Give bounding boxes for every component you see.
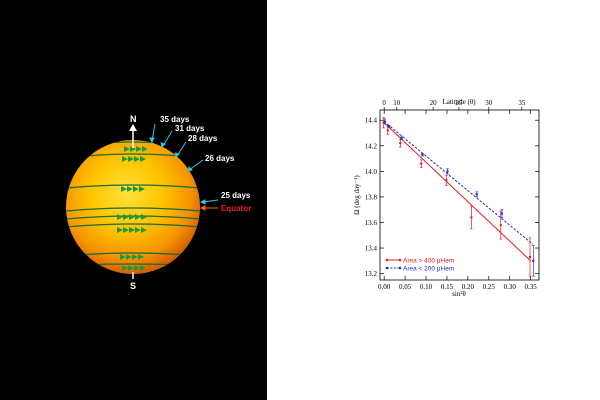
rotation-arrows [117,146,148,271]
top-tick-label: 20 [430,99,438,107]
data-point-large-area [528,255,532,259]
data-point-small-area [387,125,391,128]
x-tick-label: 0.25 [483,283,496,291]
period-label-35-days: 35 days [160,115,190,124]
data-point-large-area [386,129,389,132]
x-tick-label: 0.00 [378,283,391,291]
data-point-small-area [400,136,403,140]
period-label-25-days: 25 days [221,191,251,200]
x-tick-label: 0.35 [525,283,538,291]
equator-pointer [199,205,218,211]
legend-item-large-area: Area > 400 μHem [385,258,454,265]
y-tick-label: 13.6 [365,219,378,227]
x-tick-label: 0.05 [399,283,412,291]
data-point-small-area [500,212,504,215]
top-tick-label: 25 [455,99,463,107]
axis-ticks: 0.00 0.05 0.10 0.15 0.20 0.25 0.30 0.35 13.2 13.4… [365,99,539,291]
x-tick-label: 0.30 [504,283,517,291]
legend-label-large-area: Area > 400 μHem [403,258,454,265]
period-label-31-days: 31 days [175,124,205,133]
period-label-26-days: 26 days [205,154,235,163]
y-tick-label: 13.2 [365,270,378,278]
y-tick-label: 14.2 [365,142,378,150]
data-points [382,117,535,277]
x-tick-label: 0.10 [420,283,433,291]
top-tick-label: 10 [393,99,401,107]
data-point-small-area [446,170,449,173]
period-label-28-days: 28 days [188,134,218,143]
plot-frame [379,109,540,281]
south-label: S [130,281,136,291]
rotation-rate-chart: 0.00 0.05 0.10 0.15 0.20 0.25 0.30 0.35 13.2 13.4… [353,98,540,298]
sun-svg: N S 35 days 31 days 28 days 26 days 25 d… [66,114,251,291]
fit-line-small-area [383,121,534,245]
north-label: N [130,114,137,124]
x-tick-label: 0.20 [462,283,475,291]
sun-rotation-diagram: N S 35 days 31 days 28 days 26 days 25 d… [0,0,267,400]
data-point-small-area [421,153,424,156]
data-point-large-area [499,223,502,227]
equator-label: Equator [221,204,251,213]
data-point-large-area [399,142,402,145]
legend-item-small-area: Area < 200 μHem [385,266,454,273]
y-tick-label: 14.4 [365,117,378,125]
top-tick-label: 35 [518,99,526,107]
top-tick-label: 0 [382,99,386,107]
data-point-small-area [383,120,386,123]
legend-label-small-area: Area < 200 μHem [403,266,454,273]
sun-sphere [66,140,200,274]
y-tick-label: 14.0 [365,168,378,176]
x-tick-label: 0.15 [441,283,454,291]
x-axis-title: sin²θ [452,290,466,298]
top-tick-label: 30 [485,99,493,107]
north-pole-axis [129,124,137,148]
data-point-large-area [420,162,423,165]
fit-lines [383,121,534,262]
top-axis-title: Latitude (θ) [442,98,476,106]
y-axis-title: Ω (deg day⁻¹) [353,175,361,215]
y-tick-label: 13.4 [365,245,378,253]
data-point-large-area [445,179,448,182]
fit-line-large-area [383,122,531,262]
data-point-large-area [470,216,473,219]
y-tick-label: 13.8 [365,193,378,201]
rotation-rate-chart-panel: 0.00 0.05 0.10 0.15 0.20 0.25 0.30 0.35 13.2 13.4… [267,0,600,400]
data-point-small-area [532,259,535,263]
period-pointers [149,123,219,205]
data-point-small-area [475,193,479,196]
legend: Area > 400 μHem Area < 200 μHem [385,258,454,273]
